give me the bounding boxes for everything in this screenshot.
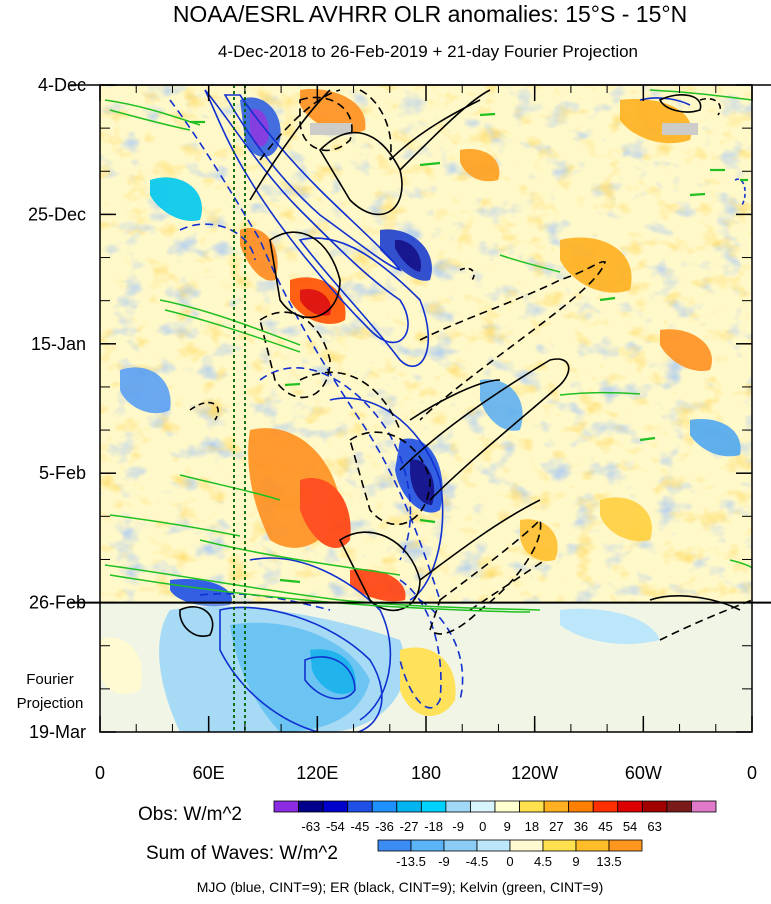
obs-legend-label: Obs: W/m^2 <box>138 804 242 825</box>
waves-legend-label: Sum of Waves: W/m^2 <box>146 843 338 864</box>
y-tick-label: 5-Feb <box>39 463 86 483</box>
x-tick-label: 120W <box>511 763 558 783</box>
x-tick-label: 120E <box>296 763 338 783</box>
axes: 4-Dec 25-Dec 15-Jan 5-Feb 26-Feb 19-Mar 0 60E 12… <box>28 75 771 783</box>
x-tick-label: 60E <box>193 763 225 783</box>
waves-legend-swatch <box>509 839 544 852</box>
obs-legend-swatch <box>371 800 398 813</box>
waves-legend-level: 4.5 <box>534 854 552 869</box>
obs-legend-swatch <box>298 800 324 813</box>
obs-legend-level: 27 <box>549 819 563 834</box>
obs-legend-level: 54 <box>623 819 637 834</box>
plot-area <box>100 85 752 732</box>
obs-legend-swatch <box>641 800 668 813</box>
x-tick-label: 0 <box>95 763 105 783</box>
er-contours <box>179 89 752 641</box>
obs-legend-level: 63 <box>647 819 661 834</box>
waves-legend-swatch <box>476 839 511 852</box>
y-tick-label: 15-Jan <box>31 334 86 354</box>
obs-legend-swatch <box>445 800 471 813</box>
obs-legend-swatch <box>347 800 373 813</box>
obs-legend-swatch <box>568 800 594 813</box>
waves-legend-swatch <box>410 839 445 852</box>
obs-legend-level: -9 <box>452 819 464 834</box>
obs-legend-swatch <box>617 800 643 813</box>
obs-legend-level: -27 <box>400 819 419 834</box>
obs-legend-swatch <box>470 800 496 813</box>
kelvin-contours <box>104 89 752 613</box>
fourier-label-line2: Projection <box>17 695 84 712</box>
obs-legend-swatch <box>691 800 717 813</box>
waves-legend: -13.5 -9 -4.5 0 4.5 9 13.5 <box>377 839 643 869</box>
series-footer: MJO (blue, CINT=9); ER (black, CINT=9); … <box>197 879 604 895</box>
waves-legend-level: 0 <box>506 854 513 869</box>
obs-anomaly-blobs <box>120 89 741 607</box>
obs-legend: -63 -54 -45 -36 -27 -18 -9 0 9 18 27 36 45 54 63 <box>273 800 717 834</box>
y-tick-label: 25-Dec <box>28 204 86 224</box>
obs-legend-level: -36 <box>375 819 394 834</box>
obs-legend-swatch <box>273 800 299 813</box>
x-tick-label: 180 <box>411 763 441 783</box>
waves-legend-level: -4.5 <box>466 854 488 869</box>
waves-legend-swatch <box>542 839 577 852</box>
obs-legend-level: -45 <box>351 819 370 834</box>
y-tick-label: 26-Feb <box>29 593 86 613</box>
obs-legend-level: 45 <box>598 819 612 834</box>
obs-legend-swatch <box>494 800 520 813</box>
obs-legend-level: -18 <box>424 819 443 834</box>
waves-legend-level: 9 <box>572 854 579 869</box>
fourier-label-line1: Fourier <box>26 671 74 688</box>
mjo-contours <box>169 89 746 732</box>
obs-legend-swatch <box>666 800 692 813</box>
obs-legend-swatch <box>543 800 570 813</box>
x-tick-label: 0 <box>747 763 757 783</box>
obs-legend-swatch <box>396 800 422 813</box>
obs-legend-level: -63 <box>301 819 320 834</box>
obs-legend-level: 0 <box>479 819 486 834</box>
obs-legend-swatch <box>420 800 447 813</box>
projection-shading <box>100 603 752 732</box>
y-tick-label: 4-Dec <box>38 75 86 95</box>
obs-legend-level: 18 <box>525 819 539 834</box>
obs-legend-level: 9 <box>504 819 511 834</box>
waves-legend-level: 13.5 <box>596 854 621 869</box>
waves-legend-level: -9 <box>438 854 450 869</box>
waves-legend-level: -13.5 <box>396 854 426 869</box>
x-tick-label: 60W <box>625 763 662 783</box>
waves-legend-swatch <box>575 839 610 852</box>
obs-legend-level: 36 <box>574 819 588 834</box>
waves-legend-swatch <box>443 839 478 852</box>
y-tick-label: 19-Mar <box>29 722 86 742</box>
waves-legend-swatch <box>377 839 412 852</box>
observed-field-texture-orange <box>100 85 752 603</box>
waves-legend-swatch <box>608 839 643 852</box>
obs-legend-level: -54 <box>326 819 345 834</box>
obs-legend-swatch <box>592 800 619 813</box>
chart-subtitle: 4-Dec-2018 to 26-Feb-2019 + 21-day Fouri… <box>218 42 638 61</box>
obs-legend-swatch <box>519 800 545 813</box>
chart-title: NOAA/ESRL AVHRR OLR anomalies: 15°S - 15… <box>173 1 687 27</box>
obs-legend-swatch <box>322 800 349 813</box>
